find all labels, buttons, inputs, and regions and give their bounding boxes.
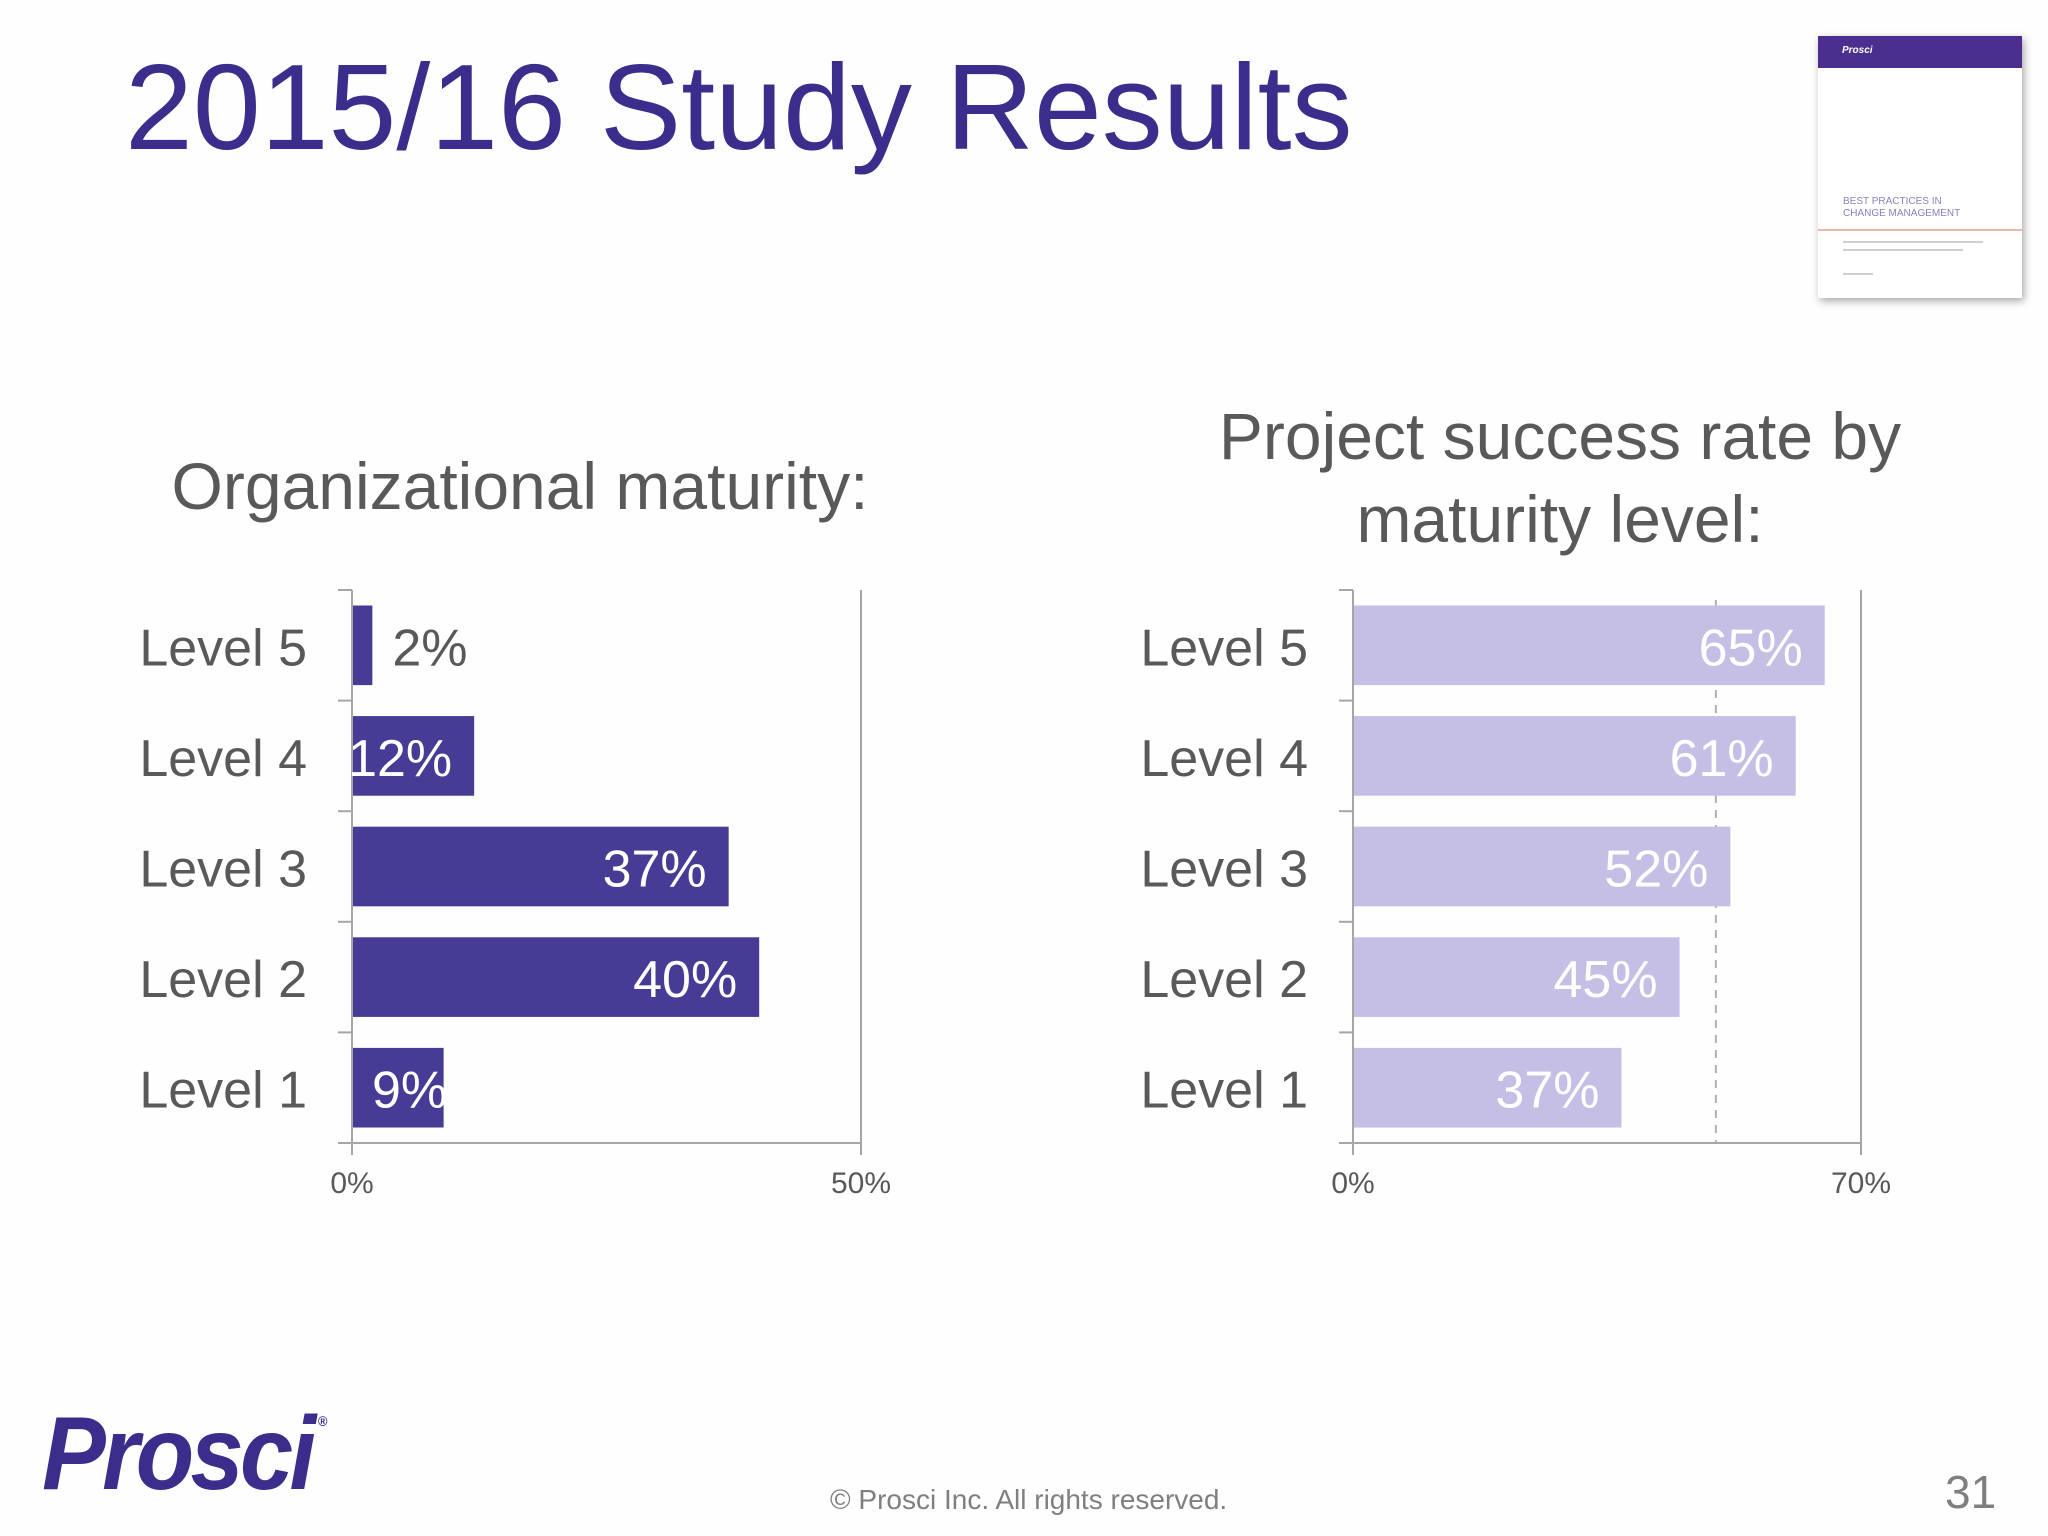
category-label: Level 3 xyxy=(1140,841,1308,899)
bar xyxy=(353,716,475,796)
bar xyxy=(1354,716,1796,796)
report-cover-title: BEST PRACTICES IN CHANGE MANAGEMENT xyxy=(1843,196,2013,220)
category-label: Level 2 xyxy=(1140,951,1308,1009)
report-cover-title-line1: BEST PRACTICES IN xyxy=(1843,196,1942,207)
category-label: Level 4 xyxy=(139,730,307,788)
bar xyxy=(1354,826,1731,907)
page-number: 31 xyxy=(1945,1466,1997,1518)
data-label: 12% xyxy=(348,730,452,788)
report-cover-brand: Prosci xyxy=(1842,45,1873,56)
data-label: 52% xyxy=(1604,841,1708,899)
category-label: Level 3 xyxy=(139,841,307,899)
report-cover-line xyxy=(1843,241,1983,243)
data-label: 65% xyxy=(1699,619,1803,677)
data-label: 37% xyxy=(1495,1062,1599,1120)
prosci-logo: Prosci ® xyxy=(42,1395,327,1514)
bar xyxy=(1354,1047,1622,1128)
category-label: Level 5 xyxy=(139,619,307,677)
copyright-text: © Prosci Inc. All rights reserved. xyxy=(830,1484,1228,1515)
bar xyxy=(353,1047,444,1128)
report-cover-thumbnail: Prosci BEST PRACTICES IN CHANGE MANAGEME… xyxy=(1818,36,2022,298)
x-tick-label: 0% xyxy=(1331,1167,1374,1200)
category-label: Level 1 xyxy=(1140,1062,1308,1120)
data-label: 9% xyxy=(372,1062,447,1120)
registered-mark: ® xyxy=(317,1413,328,1429)
prosci-logo-text: Prosci xyxy=(42,1396,316,1512)
x-tick-label: 50% xyxy=(831,1167,891,1200)
bar xyxy=(353,605,373,686)
x-tick-label: 0% xyxy=(330,1167,373,1200)
bar xyxy=(1354,605,1825,686)
data-label: 37% xyxy=(603,841,707,899)
data-label: 45% xyxy=(1553,951,1657,1009)
category-label: Level 4 xyxy=(1140,730,1308,788)
bar xyxy=(353,937,760,1017)
bar xyxy=(1354,937,1680,1017)
data-label: 2% xyxy=(392,619,467,677)
category-label: Level 2 xyxy=(139,951,307,1009)
x-tick-label: 70% xyxy=(1831,1167,1891,1200)
chart-left-title: Organizational maturity: xyxy=(171,449,869,523)
report-cover-line xyxy=(1843,273,1873,275)
bar xyxy=(353,826,729,907)
chart-right-title: Project success rate by maturity level: xyxy=(1218,399,1902,556)
slide-title: 2015/16 Study Results xyxy=(125,39,1353,175)
data-label: 61% xyxy=(1670,730,1774,788)
report-cover-line xyxy=(1843,249,1963,251)
category-label: Level 1 xyxy=(139,1062,307,1120)
report-cover-rule xyxy=(1818,229,2022,231)
report-cover-title-line2: CHANGE MANAGEMENT xyxy=(1843,208,1961,219)
category-label: Level 5 xyxy=(1140,619,1308,677)
report-cover-header: Prosci xyxy=(1818,36,2022,68)
data-label: 40% xyxy=(633,951,737,1009)
